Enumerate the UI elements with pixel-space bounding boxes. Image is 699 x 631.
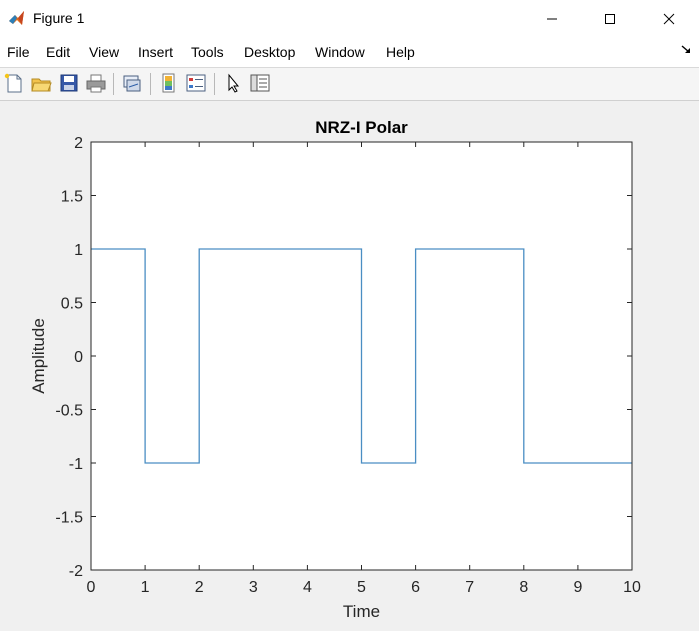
menu-view[interactable]: View — [89, 44, 120, 60]
close-button[interactable] — [640, 0, 698, 37]
y-tick-label: 1 — [74, 242, 83, 259]
new-figure-icon[interactable] — [3, 72, 25, 94]
x-tick-label: 10 — [623, 579, 641, 596]
figure-toolbar — [0, 68, 699, 101]
open-file-icon[interactable] — [30, 72, 52, 94]
y-axis-label: Amplitude — [29, 318, 48, 394]
chart-title: NRZ-I Polar — [315, 118, 408, 137]
y-tick-label: 1.5 — [61, 189, 83, 206]
x-tick-label: 3 — [249, 579, 258, 596]
axes-box — [90, 141, 633, 571]
x-tick-label: 6 — [411, 579, 420, 596]
property-inspector-icon[interactable] — [249, 72, 271, 94]
y-tick-label: -2 — [69, 563, 83, 580]
maximize-button[interactable] — [581, 0, 639, 37]
x-tick-label: 8 — [519, 579, 528, 596]
x-tick-label: 9 — [573, 579, 582, 596]
figure-canvas[interactable]: 0 1 2 3 4 5 6 7 8 9 10 2 1.5 1 0.5 0 -0.5 -1 -1.5 -2 NRZ-I … — [0, 101, 699, 626]
menu-desktop[interactable]: Desktop — [244, 44, 296, 60]
plot-svg[interactable]: 0 1 2 3 4 5 6 7 8 9 10 2 1.5 1 0.5 0 -0.5 -1 -1.5 -2 NRZ-I … — [0, 101, 699, 626]
series-line — [91, 248, 632, 464]
x-tick-label: 5 — [357, 579, 366, 596]
title-bar: Figure 1 — [0, 0, 699, 37]
print-icon[interactable] — [85, 72, 107, 94]
menu-bar: File Edit View Insert Tools Desktop Wind… — [0, 37, 699, 68]
y-tick-label: 2 — [74, 135, 83, 152]
x-axis-label: Time — [343, 602, 380, 621]
y-tick-label: -1 — [69, 456, 83, 473]
close-icon — [663, 13, 675, 24]
tick-label-group: 0 1 2 3 4 5 6 7 8 9 10 2 1.5 1 0.5 0 -0.5 -1 -1.5 -2 — [55, 135, 641, 596]
y-tick-label: -1.5 — [55, 510, 83, 527]
matlab-logo-icon — [8, 9, 26, 27]
menu-tools[interactable]: Tools — [191, 44, 224, 60]
save-icon[interactable] — [58, 72, 80, 94]
pointer-icon[interactable] — [222, 72, 244, 94]
menu-help[interactable]: Help — [386, 44, 415, 60]
x-tick-label: 2 — [195, 579, 204, 596]
x-tick-label: 1 — [141, 579, 150, 596]
x-tick-label: 0 — [87, 579, 96, 596]
menu-edit[interactable]: Edit — [46, 44, 71, 60]
toolbar-separator — [150, 73, 151, 95]
minimize-icon — [547, 18, 557, 19]
x-tick-label: 7 — [465, 579, 474, 596]
toolbar-separator — [214, 73, 215, 95]
y-tick-label: 0 — [74, 349, 83, 366]
menu-insert[interactable]: Insert — [138, 44, 174, 60]
y-tick-label: -0.5 — [55, 403, 83, 420]
minimize-button[interactable] — [523, 0, 581, 37]
toolbar-separator — [113, 73, 114, 95]
window-title: Figure 1 — [33, 10, 85, 26]
insert-colorbar-icon[interactable] — [158, 72, 180, 94]
maximize-icon — [605, 13, 615, 24]
menu-file[interactable]: File — [7, 44, 30, 60]
dock-arrow-icon[interactable] — [681, 44, 691, 57]
x-tick-label: 4 — [303, 579, 312, 596]
y-tick-label: 0.5 — [61, 296, 83, 313]
menu-window[interactable]: Window — [315, 44, 365, 60]
insert-legend-icon[interactable] — [185, 72, 207, 94]
link-plot-icon[interactable] — [121, 72, 143, 94]
